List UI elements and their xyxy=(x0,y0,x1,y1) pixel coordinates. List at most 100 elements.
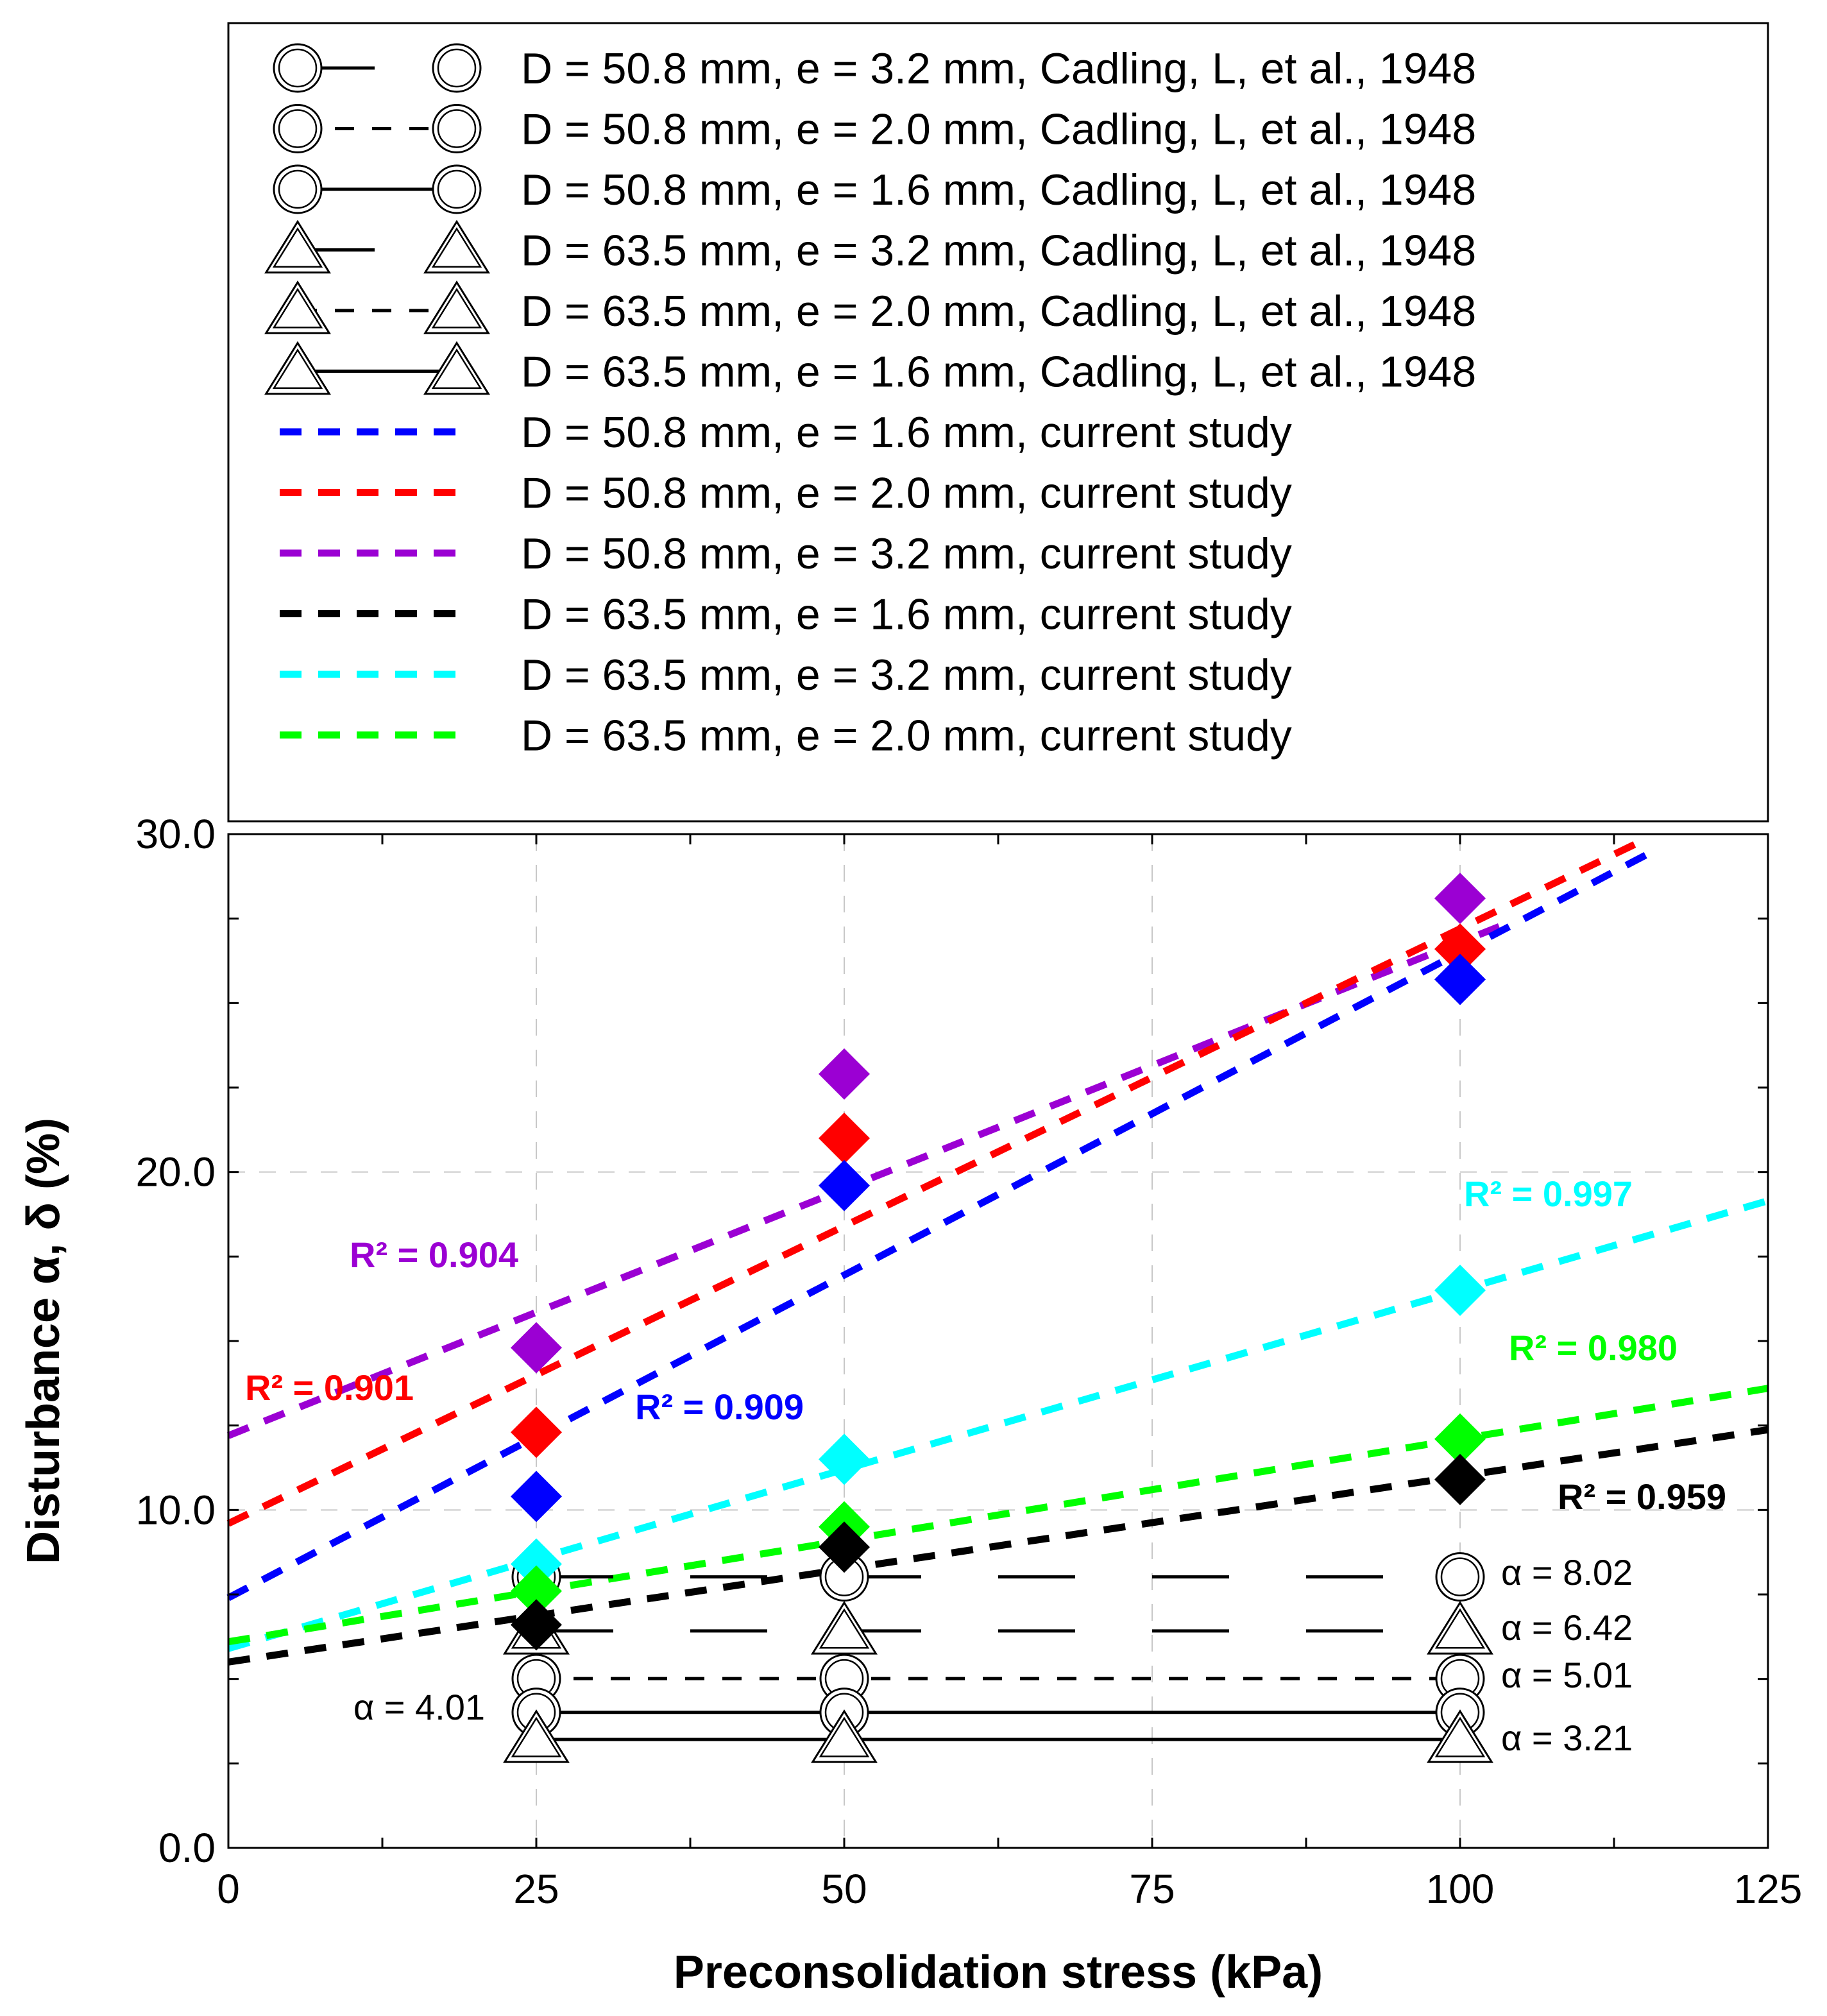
legend-triangle-marker xyxy=(264,341,331,395)
reference-triangle-marker xyxy=(1427,1601,1493,1655)
legend-circle-marker-outer xyxy=(273,43,323,93)
legend-triangle-marker xyxy=(264,219,331,274)
legend-circle-marker-outer xyxy=(432,104,482,153)
alpha-label: α = 4.01 xyxy=(353,1687,485,1727)
point-black xyxy=(819,1521,870,1573)
legend-label: D = 63.5 mm, e = 3.2 mm, current study xyxy=(521,651,1292,699)
legend-triangle-marker xyxy=(264,280,331,334)
point-red xyxy=(511,1406,562,1458)
legend-triangle-marker-inner xyxy=(431,287,482,329)
legend-triangle-marker-outer xyxy=(423,341,490,395)
reference-triangle-marker-outer xyxy=(811,1601,878,1655)
reference-triangle-marker xyxy=(503,1709,570,1763)
legend-circle-marker-inner xyxy=(437,109,477,148)
point-purple xyxy=(1434,873,1486,925)
reference-triangle-marker-inner xyxy=(1434,1608,1486,1649)
legend-label: D = 63.5 mm, e = 2.0 mm, Cadling, L, et … xyxy=(521,287,1476,336)
alpha-label: α = 3.21 xyxy=(1501,1718,1633,1758)
alpha-label: α = 8.02 xyxy=(1501,1552,1633,1593)
legend-triangle-marker-inner xyxy=(272,287,323,329)
reference-circle-marker-inner xyxy=(1440,1557,1480,1596)
legend-label: D = 50.8 mm, e = 2.0 mm, current study xyxy=(521,469,1292,518)
reference-circle-marker-outer xyxy=(1435,1552,1485,1602)
legend-circle-marker-outer xyxy=(273,164,323,214)
legend-circle-marker xyxy=(432,104,482,153)
r2-label-cyan: R² = 0.997 xyxy=(1464,1174,1633,1214)
legend-label: D = 50.8 mm, e = 1.6 mm, Cadling, L, et … xyxy=(521,166,1476,214)
legend-label: D = 63.5 mm, e = 1.6 mm, current study xyxy=(521,590,1292,639)
reference-triangle-marker xyxy=(811,1601,878,1655)
fit-lines xyxy=(226,836,1769,1666)
point-purple xyxy=(511,1322,562,1374)
legend-circle-marker-inner xyxy=(437,169,477,209)
legend-label: D = 50.8 mm, e = 1.6 mm, current study xyxy=(521,408,1292,457)
fit-line-red xyxy=(226,836,1647,1527)
point-blue xyxy=(1434,953,1486,1005)
legend-triangle-marker-inner xyxy=(272,348,323,389)
point-cyan xyxy=(1434,1265,1486,1316)
point-red xyxy=(1434,923,1486,975)
reference-triangle-marker xyxy=(811,1709,878,1763)
legend-triangle-marker-inner xyxy=(431,348,482,389)
legend-triangle-marker xyxy=(423,341,490,395)
y-tick-label: 20.0 xyxy=(135,1149,216,1195)
y-tick-label: 30.0 xyxy=(135,811,216,857)
point-green xyxy=(511,1565,562,1617)
legend-circle-marker-inner xyxy=(278,109,318,148)
legend-label: D = 63.5 mm, e = 1.6 mm, Cadling, L, et … xyxy=(521,348,1476,397)
legend-circle-marker xyxy=(273,104,323,153)
reference-triangle-marker-outer xyxy=(1427,1601,1493,1655)
x-tick-label: 100 xyxy=(1426,1866,1495,1912)
alpha-label: α = 6.42 xyxy=(1501,1607,1633,1648)
r2-label-green: R² = 0.980 xyxy=(1509,1328,1678,1368)
legend: D = 50.8 mm, e = 3.2 mm, Cadling, L, et … xyxy=(227,22,1769,823)
x-tick-label: 25 xyxy=(513,1866,559,1912)
point-cyan xyxy=(511,1538,562,1590)
legend-triangle-marker-outer xyxy=(423,219,490,274)
legend-label: D = 50.8 mm, e = 2.0 mm, Cadling, L, et … xyxy=(521,105,1476,154)
legend-triangle-marker-outer xyxy=(423,280,490,334)
point-black xyxy=(511,1599,562,1651)
reference-triangle-marker xyxy=(1427,1709,1493,1763)
point-blue xyxy=(819,1159,870,1211)
legend-triangle-marker-outer xyxy=(264,280,331,334)
legend-triangle-marker-outer xyxy=(264,341,331,395)
y-axis-title: Disturbance α, δ (%) xyxy=(18,1118,69,1564)
r2-label-purple: R² = 0.904 xyxy=(350,1234,518,1275)
axes: 0 25 50 75 100 125 0.0 10.0 20.0 30.0 xyxy=(135,811,1802,1912)
reference-triangle-marker-inner xyxy=(819,1608,870,1649)
point-black xyxy=(1434,1453,1486,1505)
point-red xyxy=(819,1113,870,1164)
legend-triangle-marker-inner xyxy=(272,227,323,268)
legend-box xyxy=(227,22,1769,823)
legend-circle-marker-inner xyxy=(278,169,318,209)
legend-triangle-marker-inner xyxy=(431,227,482,268)
x-tick-label: 125 xyxy=(1734,1866,1803,1912)
reference-triangle-marker-outer xyxy=(503,1709,570,1763)
legend-circle-marker-inner xyxy=(437,48,477,88)
legend-circle-marker xyxy=(432,164,482,214)
reference-triangle-marker-inner xyxy=(819,1716,870,1757)
data-points xyxy=(511,873,1486,1651)
point-purple xyxy=(819,1048,870,1100)
point-blue xyxy=(511,1471,562,1523)
legend-circle-marker-outer xyxy=(432,164,482,214)
legend-circle-marker-inner xyxy=(278,48,318,88)
legend-label: D = 50.8 mm, e = 3.2 mm, current study xyxy=(521,529,1292,578)
alpha-label: α = 5.01 xyxy=(1501,1655,1633,1695)
reference-series xyxy=(503,1552,1493,1763)
r2-label-red: R² = 0.901 xyxy=(245,1367,414,1408)
legend-label: D = 63.5 mm, e = 2.0 mm, current study xyxy=(521,712,1292,760)
legend-label: D = 50.8 mm, e = 3.2 mm, Cadling, L, et … xyxy=(521,44,1476,93)
legend-label: D = 63.5 mm, e = 3.2 mm, Cadling, L, et … xyxy=(521,226,1476,275)
fit-line-black xyxy=(228,1426,1769,1666)
annotations: R² = 0.904 R² = 0.901 R² = 0.909 R² = 0.997… xyxy=(245,1174,1726,1758)
fit-line-green xyxy=(228,1385,1769,1646)
x-tick-label: 0 xyxy=(217,1866,240,1912)
legend-circle-marker-outer xyxy=(432,43,482,93)
x-axis-title: Preconsolidation stress (kPa) xyxy=(674,1947,1323,1998)
reference-circle-marker xyxy=(1435,1552,1485,1602)
reference-triangle-marker-outer xyxy=(811,1709,878,1763)
reference-triangle-marker-inner xyxy=(1434,1716,1486,1757)
reference-triangle-marker-outer xyxy=(1427,1709,1493,1763)
